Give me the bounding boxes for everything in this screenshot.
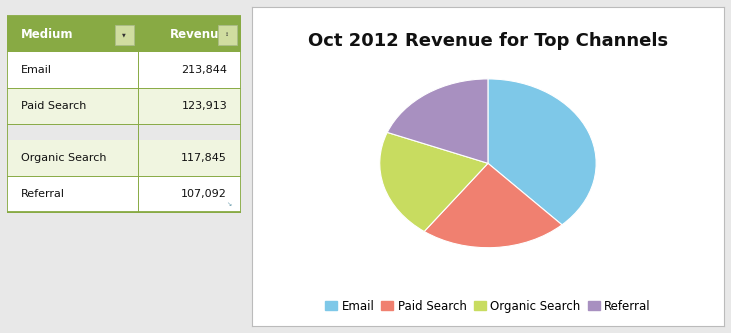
Text: ↘: ↘ (227, 202, 232, 207)
Text: Paid Search: Paid Search (21, 101, 87, 111)
Text: Organic Search: Organic Search (21, 153, 107, 163)
Text: 213,844: 213,844 (181, 65, 227, 75)
Bar (7, 124, 241, 140)
Text: Revenue: Revenue (170, 28, 227, 41)
Text: 107,092: 107,092 (181, 189, 227, 199)
Text: Medium: Medium (21, 28, 74, 41)
Text: Email: Email (21, 65, 53, 75)
Bar (7, 52, 241, 88)
Legend: Email, Paid Search, Organic Search, Referral: Email, Paid Search, Organic Search, Refe… (320, 295, 656, 317)
Bar (7, 16, 241, 52)
Text: ↕: ↕ (225, 32, 230, 37)
Bar (7, 140, 241, 176)
Text: 117,845: 117,845 (181, 153, 227, 163)
Bar (7, 16, 241, 212)
Bar (218, 25, 237, 45)
Text: ▼: ▼ (122, 32, 126, 37)
Bar (7, 88, 241, 124)
Text: Referral: Referral (21, 189, 65, 199)
Bar (7, 176, 241, 212)
Bar (115, 25, 134, 45)
Text: 123,913: 123,913 (181, 101, 227, 111)
Text: Oct 2012 Revenue for Top Channels: Oct 2012 Revenue for Top Channels (308, 32, 668, 50)
